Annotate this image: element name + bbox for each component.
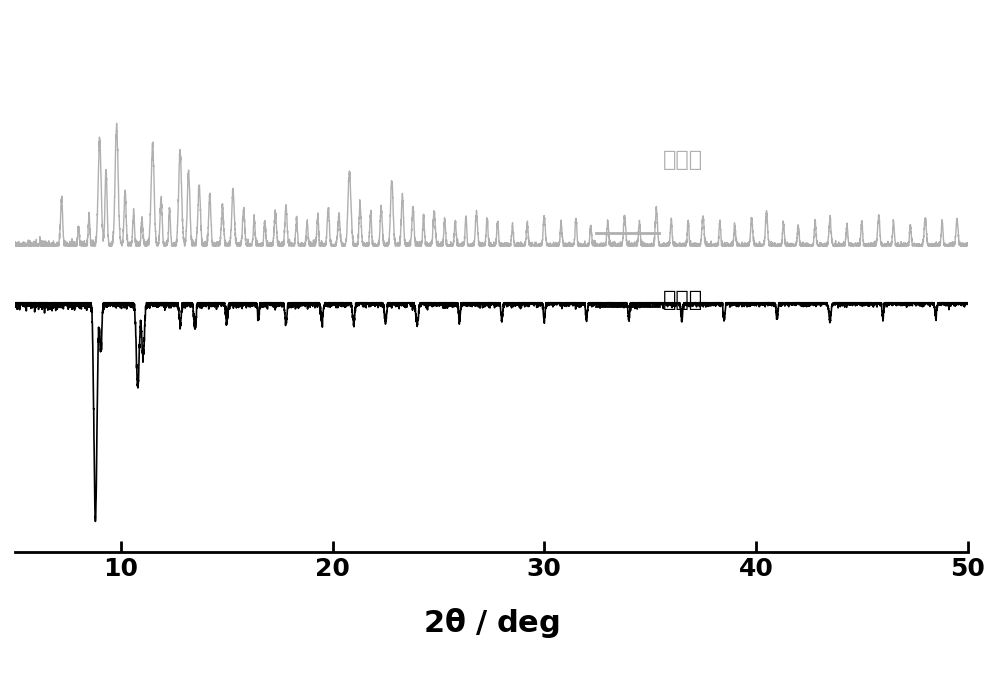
Text: 理论値: 理论値	[663, 150, 703, 170]
Text: $\mathbf{2\theta}$$\mathbf{\ /\ deg}$: $\mathbf{2\theta}$$\mathbf{\ /\ deg}$	[423, 606, 560, 640]
Text: 实验値: 实验値	[663, 290, 703, 310]
